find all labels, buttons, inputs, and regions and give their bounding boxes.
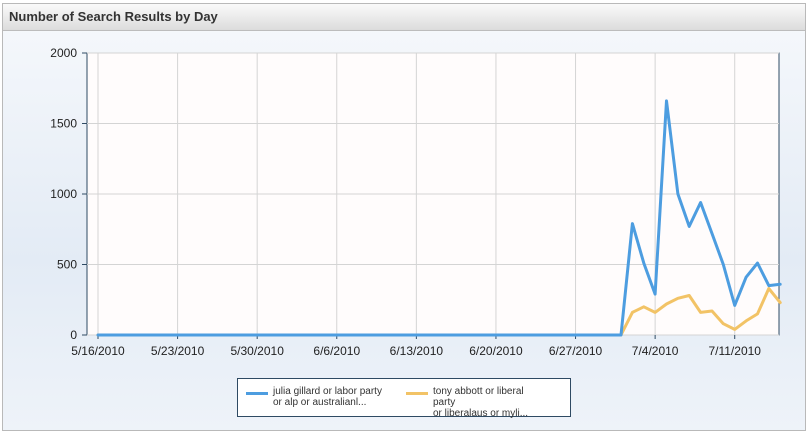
legend-swatch-abbott xyxy=(406,392,428,395)
legend-label-gillard: julia gillard or labor party or alp or a… xyxy=(273,386,388,408)
chart-title: Number of Search Results by Day xyxy=(9,9,218,24)
series-line-gillard xyxy=(96,99,782,337)
legend-label-abbott: tony abbott or liberal party or liberala… xyxy=(433,386,548,419)
y-tick-label: 1500 xyxy=(50,117,77,131)
x-tick-label: 5/23/2010 xyxy=(151,344,205,358)
chart-title-bar: Number of Search Results by Day xyxy=(3,4,805,31)
x-tick-label: 6/20/2010 xyxy=(469,344,523,358)
x-tick-label: 6/27/2010 xyxy=(549,344,603,358)
legend-label-line: tony abbott or liberal party xyxy=(433,386,524,408)
x-tick-label: 6/13/2010 xyxy=(390,344,444,358)
x-axis-labels: 5/16/2010 5/23/2010 5/30/2010 6/6/2010 6/13/… xyxy=(71,344,761,358)
y-axis-labels: 2000 1500 1000 500 0 xyxy=(50,46,77,342)
y-tick-label: 500 xyxy=(57,258,77,272)
x-tick-label: 6/6/2010 xyxy=(313,344,360,358)
legend-label-line: or alp or australianl... xyxy=(273,397,367,408)
legend-swatch-gillard xyxy=(246,392,268,395)
y-tick-label: 0 xyxy=(70,328,77,342)
legend-item-abbott[interactable]: tony abbott or liberal party or liberala… xyxy=(406,386,548,419)
legend-label-line: or liberalaus or myli... xyxy=(433,408,529,419)
legend-item-gillard[interactable]: julia gillard or labor party or alp or a… xyxy=(246,386,388,408)
series-lines xyxy=(96,99,782,337)
x-tick-label: 7/4/2010 xyxy=(632,344,679,358)
chart-legend: julia gillard or labor party or alp or a… xyxy=(237,378,571,419)
x-tick-label: 7/11/2010 xyxy=(708,344,761,358)
y-tick-label: 1000 xyxy=(50,187,77,201)
x-tick-label: 5/30/2010 xyxy=(230,344,284,358)
x-tick-label: 5/16/2010 xyxy=(71,344,125,358)
legend-label-line: julia gillard or labor party xyxy=(273,386,382,397)
y-tick-label: 2000 xyxy=(50,46,77,60)
